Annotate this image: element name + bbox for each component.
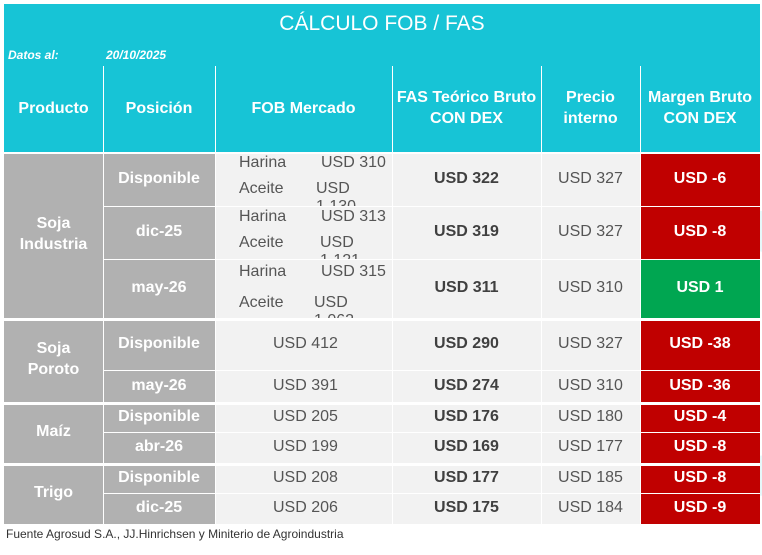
group-trigo: Trigo — [4, 463, 103, 524]
precio-cell: USD 180 — [541, 402, 640, 432]
group-soja-industria-line1: Soja — [36, 215, 71, 233]
margen-cell-negative: USD -9 — [640, 493, 760, 524]
header-posicion-label: Posición — [125, 99, 193, 117]
header-precio-line2: interno — [563, 110, 618, 127]
fob-cell: USD 199 — [215, 432, 392, 463]
precio-cell: USD 310 — [541, 370, 640, 402]
position-cell: may-26 — [103, 370, 215, 402]
harina-value: USD 310 — [321, 154, 386, 171]
grid-line — [640, 66, 641, 524]
margen-cell-negative: USD -4 — [640, 402, 760, 432]
group-soja-poroto: Soja Poroto — [4, 318, 103, 402]
fob-cell: Harina USD 313 Aceite USD 1.121 — [215, 206, 392, 269]
fas-cell: USD 169 — [392, 432, 541, 463]
harina-label: Harina — [239, 208, 287, 225]
fas-cell: USD 175 — [392, 493, 541, 524]
harina-value: USD 315 — [321, 263, 386, 280]
fob-cell: USD 205 — [215, 402, 392, 432]
fas-cell: USD 274 — [392, 370, 541, 402]
header-fob: FOB Mercado — [215, 66, 392, 152]
fob-cell: USD 208 — [215, 463, 392, 493]
margen-cell-negative: USD -8 — [640, 206, 760, 259]
date-value: 20/10/2025 — [106, 48, 167, 62]
harina-label: Harina — [239, 263, 287, 280]
fob-cell: USD 391 — [215, 370, 392, 402]
fob-cell: USD 206 — [215, 493, 392, 524]
date-bar: Datos al: 20/10/2025 — [4, 44, 760, 66]
fas-cell: USD 319 — [392, 206, 541, 259]
grid-line — [215, 66, 216, 524]
margen-cell-negative: USD -8 — [640, 432, 760, 463]
precio-cell: USD 184 — [541, 493, 640, 524]
harina-value: USD 313 — [321, 208, 386, 225]
header-margen: Margen Bruto CON DEX — [640, 66, 760, 152]
header-producto-label: Producto — [18, 99, 89, 117]
grid-line — [103, 493, 760, 494]
header-fob-label: FOB Mercado — [251, 99, 356, 117]
position-cell: Disponible — [103, 152, 215, 206]
group-soja-industria-line2: Industria — [19, 236, 88, 253]
precio-cell: USD 310 — [541, 259, 640, 318]
grid-line — [103, 259, 760, 260]
group-maiz: Maíz — [4, 402, 103, 463]
margen-cell-negative: USD -36 — [640, 370, 760, 402]
harina-label: Harina — [239, 154, 287, 171]
precio-cell: USD 177 — [541, 432, 640, 463]
aceite-label: Aceite — [239, 234, 284, 251]
date-label: Datos al: — [8, 48, 59, 62]
precio-cell: USD 327 — [541, 152, 640, 206]
header-margen-line1: Margen Bruto — [648, 89, 752, 107]
margen-cell-negative: USD -8 — [640, 463, 760, 493]
precio-cell: USD 327 — [541, 318, 640, 370]
grid-line — [103, 66, 104, 524]
margen-cell-negative: USD -6 — [640, 152, 760, 206]
fas-cell: USD 322 — [392, 152, 541, 206]
aceite-label: Aceite — [239, 180, 284, 197]
header-precio: Precio interno — [541, 66, 640, 152]
grid-line — [4, 463, 760, 466]
header-fas: FAS Teórico Bruto CON DEX — [392, 66, 541, 152]
fob-cell: Harina USD 315 Aceite USD 1.062 — [215, 259, 392, 329]
position-cell: dic-25 — [103, 206, 215, 259]
grid-line — [103, 370, 760, 371]
margen-cell-positive: USD 1 — [640, 259, 760, 318]
fob-fas-table: CÁLCULO FOB / FAS Datos al: 20/10/2025 P… — [4, 4, 762, 524]
aceite-label: Aceite — [239, 294, 284, 311]
fob-cell: USD 412 — [215, 318, 392, 370]
fob-cell: Harina USD 310 Aceite USD 1.130 — [215, 152, 392, 215]
position-cell: Disponible — [103, 318, 215, 370]
position-cell: Disponible — [103, 402, 215, 432]
grid-line — [392, 66, 393, 524]
header-posicion: Posición — [103, 66, 215, 152]
table-title: CÁLCULO FOB / FAS — [4, 4, 760, 44]
precio-cell: USD 185 — [541, 463, 640, 493]
fas-cell: USD 311 — [392, 259, 541, 318]
group-maiz-label: Maíz — [36, 423, 71, 441]
group-soja-poroto-line2: Poroto — [27, 361, 80, 378]
header-fas-line2: CON DEX — [430, 110, 503, 127]
fas-cell: USD 177 — [392, 463, 541, 493]
position-cell: dic-25 — [103, 493, 215, 524]
position-cell: may-26 — [103, 259, 215, 318]
group-soja-industria: Soja Industria — [4, 152, 103, 318]
precio-cell: USD 327 — [541, 206, 640, 259]
grid-line — [4, 318, 760, 321]
grid-line — [4, 402, 760, 405]
grid-line — [4, 152, 760, 154]
header-precio-line1: Precio — [566, 89, 615, 107]
header-producto: Producto — [4, 66, 103, 152]
header-margen-line2: CON DEX — [663, 110, 737, 127]
grid-line — [103, 206, 760, 207]
group-trigo-label: Trigo — [33, 484, 74, 502]
fas-cell: USD 176 — [392, 402, 541, 432]
margen-cell-negative: USD -38 — [640, 318, 760, 370]
position-cell: Disponible — [103, 463, 215, 493]
grid-line — [103, 432, 760, 433]
header-fas-line1: FAS Teórico Bruto — [396, 89, 537, 107]
fas-cell: USD 290 — [392, 318, 541, 370]
position-cell: abr-26 — [103, 432, 215, 463]
group-soja-poroto-line1: Soja — [36, 340, 71, 358]
source-footnote: Fuente Agrosud S.A., JJ.Hinrichsen y Min… — [6, 527, 344, 541]
grid-line — [541, 66, 542, 524]
